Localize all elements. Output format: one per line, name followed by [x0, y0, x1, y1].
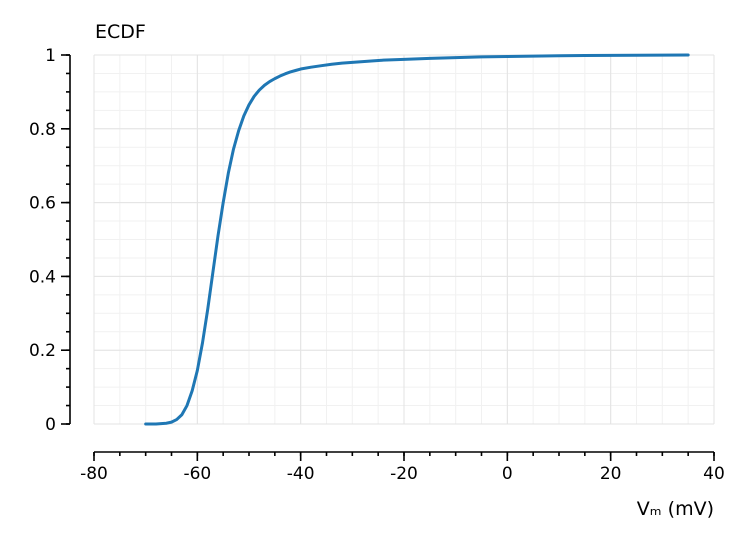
- y-tick-label: 0.6: [29, 194, 56, 214]
- x-tick-label: -40: [287, 464, 315, 484]
- x-axis-label: Vₘ (mV): [637, 498, 714, 520]
- x-tick-label: 20: [600, 464, 622, 484]
- chart-title: ECDF: [95, 21, 146, 43]
- axes: 0 0.2 0.4 0.6 0.8 1 -80 -60 -40 -20 0 20 40: [29, 46, 725, 484]
- grid: [93, 54, 715, 425]
- y-tick-label: 0: [45, 415, 56, 435]
- plot-area: [144, 53, 690, 426]
- x-tick-label: 0: [502, 464, 513, 484]
- y-tick-label: 0.8: [29, 120, 56, 140]
- y-tick-label: 0.2: [29, 341, 56, 361]
- x-tick-label: 40: [703, 464, 725, 484]
- ecdf-line: [144, 53, 690, 426]
- y-tick-label: 1: [45, 46, 56, 66]
- x-tick-label: -80: [80, 464, 108, 484]
- y-tick-label: 0.4: [29, 267, 56, 287]
- x-tick-label: -20: [390, 464, 418, 484]
- x-tick-label: -60: [183, 464, 211, 484]
